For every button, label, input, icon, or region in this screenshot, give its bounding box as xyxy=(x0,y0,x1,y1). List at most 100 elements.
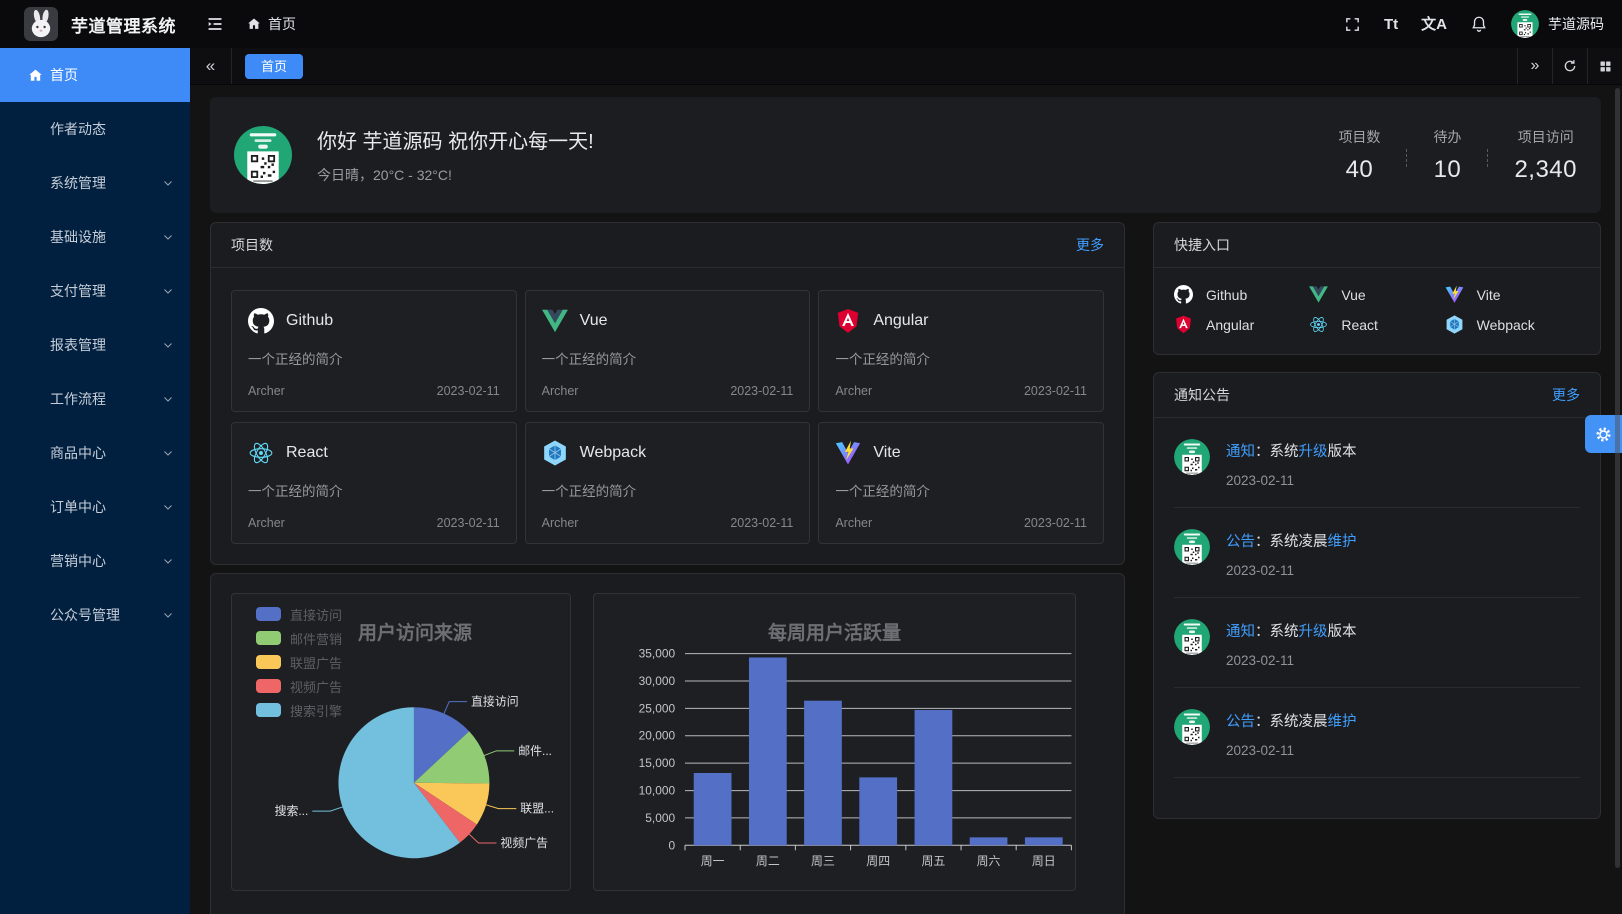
project-desc: 一个正经的简介 xyxy=(248,484,343,499)
project-card-vue[interactable]: Vue 一个正经的简介 Archer 2023-02-11 xyxy=(524,290,811,412)
vite-logo-icon xyxy=(1445,285,1464,304)
pie-callout-label: 视频广告 xyxy=(500,836,548,850)
pie-slice-搜索引擎[interactable] xyxy=(338,707,460,859)
project-author: Archer xyxy=(248,384,285,398)
notices-more-link[interactable]: 更多 xyxy=(1552,387,1580,403)
fullscreen-icon[interactable] xyxy=(1344,16,1361,33)
stat-项目数: 项目数 40 xyxy=(1338,127,1380,184)
vertical-scrollbar[interactable] xyxy=(1615,88,1620,868)
pie-chart-title: 用户访问来源 xyxy=(357,623,472,644)
bar-周一[interactable] xyxy=(693,772,732,846)
sidebar-item-报表管理[interactable]: 报表管理 xyxy=(0,318,190,372)
sidebar-item-商品中心[interactable]: 商品中心 xyxy=(0,426,190,480)
react-logo-icon xyxy=(248,440,274,466)
bar-周三[interactable] xyxy=(804,700,842,846)
welcome-avatar xyxy=(234,126,292,184)
pie-slice-视频广告[interactable] xyxy=(413,782,477,843)
font-size-icon[interactable]: Tt xyxy=(1383,15,1399,33)
tab-actions: » xyxy=(1517,48,1622,84)
y-tick-label: 20,000 xyxy=(639,729,676,743)
menu-icon-slot xyxy=(28,176,43,191)
charts-panel: 直接访问 邮件营销 联盟广告 视频广告 搜索引擎 用户访问来源 直接访问 邮件..… xyxy=(210,573,1125,914)
sidebar-item-首页[interactable]: 首页 xyxy=(0,48,190,102)
y-tick-label: 35,000 xyxy=(639,647,676,661)
project-card-react[interactable]: React 一个正经的简介 Archer 2023-02-11 xyxy=(231,422,517,544)
bar-周六[interactable] xyxy=(969,837,1008,846)
project-card-angular[interactable]: Angular 一个正经的简介 Archer 2023-02-11 xyxy=(818,290,1104,412)
webpack-logo-icon xyxy=(1445,315,1464,334)
bar-周四[interactable] xyxy=(859,777,898,846)
pie-leader-line xyxy=(468,833,497,844)
user-menu[interactable]: 芋道源码 xyxy=(1511,10,1604,38)
shortcut-angular[interactable]: Angular xyxy=(1174,315,1309,334)
project-card-webpack[interactable]: Webpack 一个正经的简介 Archer 2023-02-11 xyxy=(524,422,811,544)
breadcrumb-home: 首页 xyxy=(268,16,296,32)
legend-item-搜索引擎[interactable]: 搜索引擎 xyxy=(256,698,342,722)
shortcut-github[interactable]: Github xyxy=(1174,285,1309,304)
legend-item-视频广告[interactable]: 视频广告 xyxy=(256,674,342,698)
sidebar-item-营销中心[interactable]: 营销中心 xyxy=(0,534,190,588)
app-logo-rabbit-icon xyxy=(24,7,58,41)
sidebar-item-工作流程[interactable]: 工作流程 xyxy=(0,372,190,426)
legend-item-联盟广告[interactable]: 联盟广告 xyxy=(256,650,342,674)
sidebar-item-公众号管理[interactable]: 公众号管理 xyxy=(0,588,190,642)
project-name: Angular xyxy=(873,312,929,329)
y-tick-label: 0 xyxy=(668,838,675,852)
refresh-icon[interactable] xyxy=(1552,48,1587,84)
bell-icon[interactable] xyxy=(1470,15,1488,33)
shortcut-react[interactable]: React xyxy=(1309,315,1444,334)
sidebar-item-订单中心[interactable]: 订单中心 xyxy=(0,480,190,534)
shortcut-webpack[interactable]: Webpack xyxy=(1445,315,1580,334)
project-card-github[interactable]: Github 一个正经的简介 Archer 2023-02-11 xyxy=(231,290,517,412)
sidebar-collapse-icon[interactable] xyxy=(205,14,225,34)
notice-date: 2023-02-11 xyxy=(1226,743,1295,758)
menu-icon-slot xyxy=(28,392,43,407)
notice-item[interactable]: 公告：系统凌晨维护 2023-02-11 xyxy=(1174,508,1580,598)
pie-callout-label: 搜索... xyxy=(275,804,309,818)
projects-more-link[interactable]: 更多 xyxy=(1076,237,1104,253)
pie-chart-card: 直接访问 邮件营销 联盟广告 视频广告 搜索引擎 用户访问来源 直接访问 邮件..… xyxy=(231,593,571,891)
breadcrumb[interactable]: 首页 xyxy=(247,14,296,34)
notice-item[interactable]: 通知：系统升级版本 2023-02-11 xyxy=(1174,418,1580,508)
shortcut-vite[interactable]: Vite xyxy=(1445,285,1580,304)
language-icon[interactable]: 文A xyxy=(1421,15,1447,33)
pie-slice-联盟广告[interactable] xyxy=(413,782,490,825)
project-desc: 一个正经的简介 xyxy=(835,484,930,499)
legend-label: 视频广告 xyxy=(290,679,343,695)
chevron-double-right-icon[interactable]: » xyxy=(1517,48,1552,84)
notice-item[interactable]: 公告：系统凌晨维护 2023-02-11 xyxy=(1174,688,1580,778)
sidebar-item-基础设施[interactable]: 基础设施 xyxy=(0,210,190,264)
pie-slice-邮件营销[interactable] xyxy=(413,731,490,784)
stat-divider xyxy=(1406,148,1408,167)
tab-home[interactable]: 首页 xyxy=(245,53,304,79)
stat-项目访问: 项目访问 2,340 xyxy=(1514,127,1577,184)
grid-icon[interactable] xyxy=(1587,48,1622,84)
notice-item[interactable]: 通知：系统升级版本 2023-02-11 xyxy=(1174,598,1580,688)
legend-item-直接访问[interactable]: 直接访问 xyxy=(256,602,342,626)
chevron-double-left-icon[interactable]: « xyxy=(190,48,232,84)
legend-swatch xyxy=(256,679,281,693)
user-avatar xyxy=(1511,10,1539,38)
home-icon xyxy=(28,68,43,83)
sidebar-item-系统管理[interactable]: 系统管理 xyxy=(0,156,190,210)
sidebar: 首页 作者动态 系统管理 基础设施 支付管理报表管理工作流程 商品中心 订单中心营销中心公众… xyxy=(0,48,190,914)
sidebar-item-label: 报表管理 xyxy=(50,337,106,353)
bar-周二[interactable] xyxy=(748,657,787,846)
project-date: 2023-02-11 xyxy=(730,384,794,398)
tab-bar: « 首页 » xyxy=(190,48,1622,85)
sidebar-item-支付管理[interactable]: 支付管理 xyxy=(0,264,190,318)
notices-list: 通知：系统升级版本 2023-02-11 公告：系统凌晨维护 2023-02-1… xyxy=(1154,418,1600,818)
shortcuts-grid: Github Vue Vite Angular React Webpack xyxy=(1154,268,1600,354)
shortcut-vue[interactable]: Vue xyxy=(1309,285,1444,304)
project-card-vite[interactable]: Vite 一个正经的简介 Archer 2023-02-11 xyxy=(818,422,1104,544)
content-columns: 项目数 更多 Github 一个正经的简介 Archer 2023-02-11 V… xyxy=(210,222,1601,914)
app-header: 芋道管理系统 首页 Tt 文A 芋道源码 xyxy=(0,0,1622,48)
sidebar-item-label: 营销中心 xyxy=(50,553,106,569)
bar-周日[interactable] xyxy=(1024,837,1063,846)
bar-周五[interactable] xyxy=(914,710,953,846)
pie-slice-直接访问[interactable] xyxy=(413,707,470,783)
legend-label: 邮件营销 xyxy=(290,631,343,647)
sidebar-item-作者动态[interactable]: 作者动态 xyxy=(0,102,190,156)
legend-item-邮件营销[interactable]: 邮件营销 xyxy=(256,626,342,650)
